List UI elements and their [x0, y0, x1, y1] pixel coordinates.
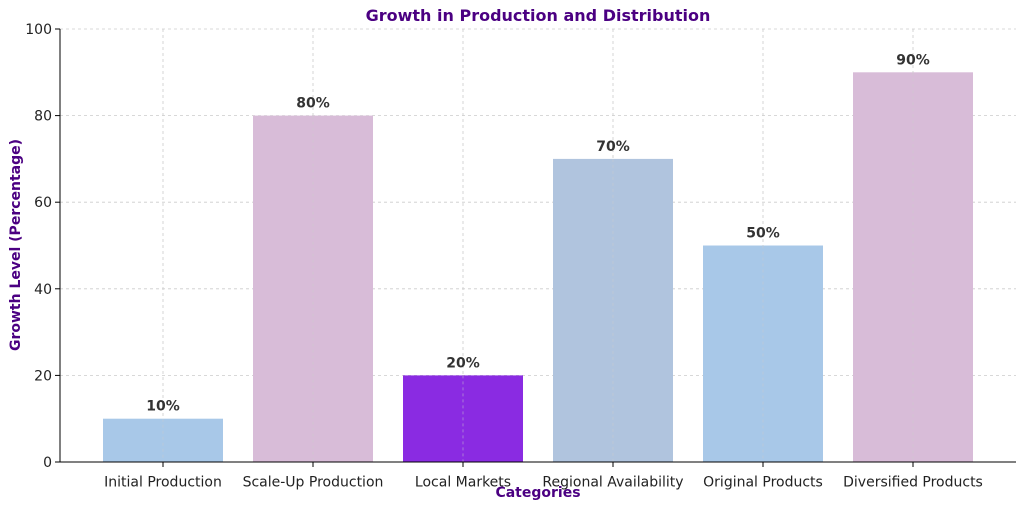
label-layer: 10% 80% 20% 70% 50% 90% [146, 52, 930, 414]
bar-layer [103, 72, 973, 463]
y-tick-label: 0 [43, 455, 52, 471]
y-tick-label: 100 [25, 22, 52, 38]
x-tick-label: Local Markets [415, 475, 511, 491]
x-tick-label: Scale-Up Production [243, 475, 384, 491]
data-label: 20% [446, 355, 480, 371]
chart-title: Growth in Production and Distribution [366, 6, 711, 25]
data-label: 50% [746, 226, 780, 242]
y-tick-label: 40 [34, 282, 52, 298]
x-tick-label: Regional Availability [542, 475, 683, 491]
y-tick-label: 80 [34, 109, 52, 125]
axis-layer: 0 20 40 60 80 100 Initial Production Scale-Up P… [25, 22, 1016, 491]
y-axis-label: Growth Level (Percentage) [8, 139, 24, 351]
data-label: 10% [146, 399, 180, 415]
data-label: 70% [596, 139, 630, 155]
x-tick-label: Diversified Products [843, 475, 983, 491]
y-tick-label: 60 [34, 195, 52, 211]
x-tick-label: Initial Production [104, 475, 222, 491]
data-label: 90% [896, 52, 930, 68]
data-label: 80% [296, 96, 330, 112]
x-tick-label: Original Products [703, 475, 823, 491]
x-axis-label: Categories [495, 485, 580, 501]
y-tick-label: 20 [34, 368, 52, 384]
